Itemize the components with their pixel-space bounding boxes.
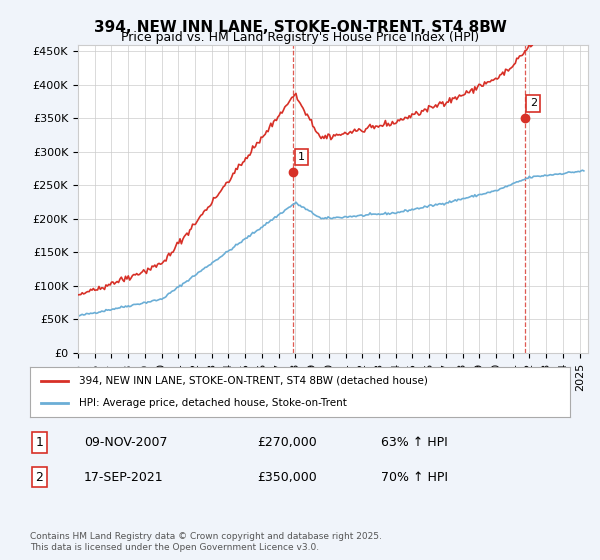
- Text: HPI: Average price, detached house, Stoke-on-Trent: HPI: Average price, detached house, Stok…: [79, 398, 346, 408]
- Text: £350,000: £350,000: [257, 470, 317, 483]
- Text: Price paid vs. HM Land Registry's House Price Index (HPI): Price paid vs. HM Land Registry's House …: [121, 31, 479, 44]
- Text: 394, NEW INN LANE, STOKE-ON-TRENT, ST4 8BW: 394, NEW INN LANE, STOKE-ON-TRENT, ST4 8…: [94, 20, 506, 35]
- Text: 09-NOV-2007: 09-NOV-2007: [84, 436, 167, 449]
- Text: 394, NEW INN LANE, STOKE-ON-TRENT, ST4 8BW (detached house): 394, NEW INN LANE, STOKE-ON-TRENT, ST4 8…: [79, 376, 427, 386]
- Text: 70% ↑ HPI: 70% ↑ HPI: [381, 470, 448, 483]
- Text: £270,000: £270,000: [257, 436, 317, 449]
- Text: 2: 2: [35, 470, 43, 483]
- Text: Contains HM Land Registry data © Crown copyright and database right 2025.
This d: Contains HM Land Registry data © Crown c…: [30, 532, 382, 552]
- Text: 17-SEP-2021: 17-SEP-2021: [84, 470, 164, 483]
- Text: 63% ↑ HPI: 63% ↑ HPI: [381, 436, 448, 449]
- Text: 2: 2: [530, 99, 537, 109]
- Text: 1: 1: [298, 152, 305, 162]
- Text: 1: 1: [35, 436, 43, 449]
